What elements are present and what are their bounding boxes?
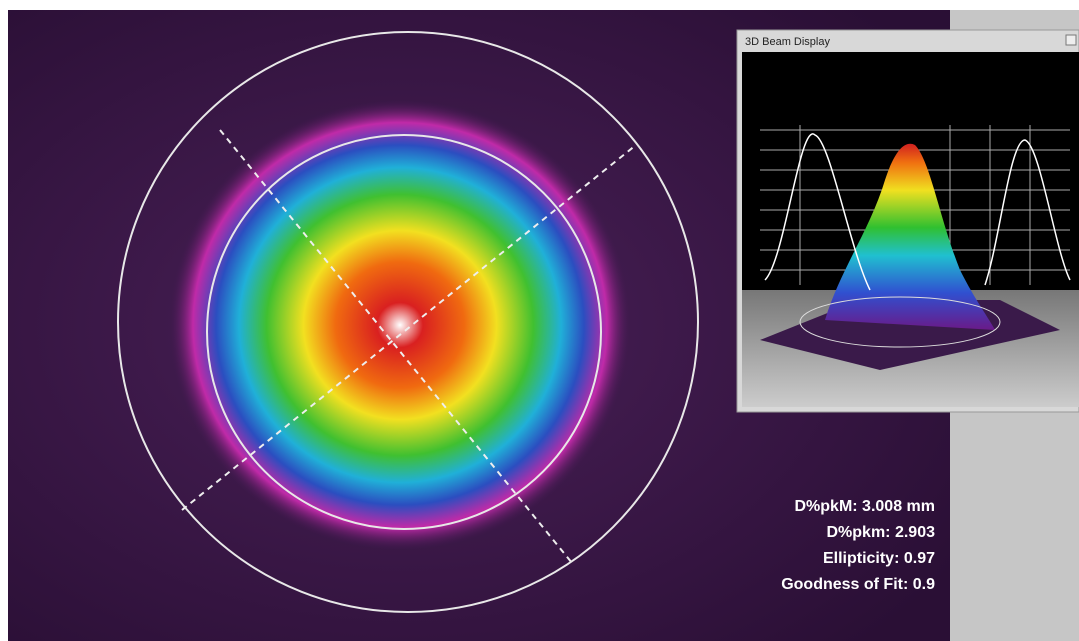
window: 3D Beam Display [737, 30, 1079, 412]
window-title: 3D Beam Display [745, 36, 830, 48]
measurement: D%pkM: 3.008 mm [795, 498, 936, 515]
beam-view: 3D Beam Display D%pkM: 3.008 mm D%pkm: 2… [0, 0, 1079, 641]
beam-profile [170, 100, 630, 550]
measurement: Ellipticity: 0.97 [823, 550, 935, 567]
window-button[interactable] [1066, 35, 1076, 45]
measurement: Goodness of Fit: 0.9 [781, 576, 935, 593]
screen: 3D Beam Display D%pkM: 3.008 mm D%pkm: 2… [0, 0, 1079, 641]
measurement: D%pkm: 2.903 [827, 524, 936, 541]
